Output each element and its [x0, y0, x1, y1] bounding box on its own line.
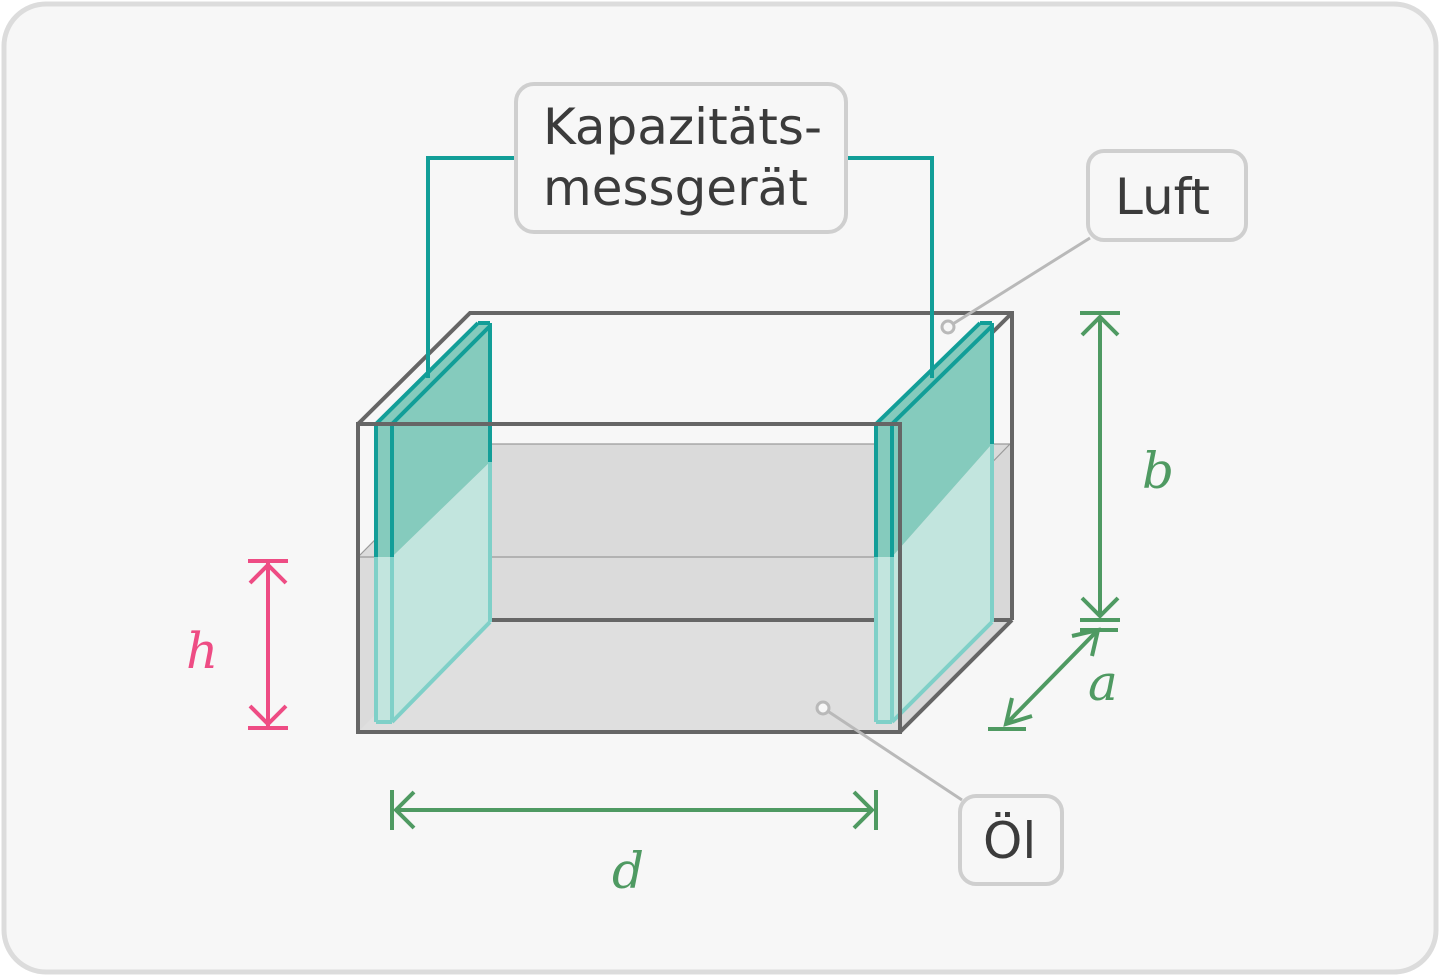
a-label: a: [1088, 654, 1118, 712]
dimension-h: [248, 559, 288, 730]
dimension-b: [1080, 311, 1120, 622]
device-label-line1: Kapazitäts-: [543, 98, 822, 156]
d-label: d: [612, 842, 644, 900]
h-label: h: [186, 622, 218, 680]
connection-wires: [426, 156, 934, 378]
device-callout: Kapazitäts- messgerät: [514, 82, 848, 234]
oil-label: Öl: [983, 812, 1036, 870]
tank-front-edges: [356, 422, 1014, 734]
oil-marker: [815, 700, 831, 716]
device-label-line2: messgerät: [543, 159, 808, 217]
air-marker: [940, 319, 956, 335]
dimension-a: [988, 627, 1118, 731]
left-capacitor-plate: [374, 321, 492, 724]
air-label: Luft: [1115, 168, 1210, 226]
dimension-d: [390, 790, 878, 830]
b-label: b: [1142, 442, 1174, 500]
oil-callout: Öl: [815, 700, 1064, 886]
air-callout: Luft: [940, 149, 1248, 335]
